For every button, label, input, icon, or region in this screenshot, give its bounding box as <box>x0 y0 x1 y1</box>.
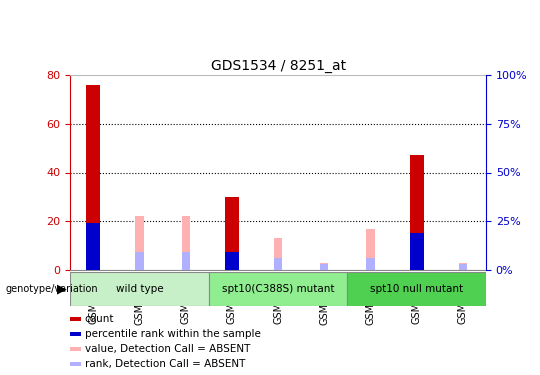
Bar <box>70 272 209 306</box>
Bar <box>320 264 328 270</box>
Bar <box>459 262 467 270</box>
Text: wild type: wild type <box>116 284 163 294</box>
Text: spt10(C388S) mutant: spt10(C388S) mutant <box>222 284 334 294</box>
Text: ▶: ▶ <box>57 282 67 295</box>
Bar <box>70 317 80 321</box>
Bar <box>181 216 190 270</box>
Bar <box>86 85 100 270</box>
Bar <box>274 258 282 270</box>
Bar <box>459 264 467 270</box>
Bar <box>136 216 144 270</box>
Bar <box>320 262 328 270</box>
Bar <box>225 197 239 270</box>
Bar <box>70 347 80 351</box>
Bar <box>410 233 423 270</box>
Bar <box>209 272 347 306</box>
Text: spt10 null mutant: spt10 null mutant <box>370 284 463 294</box>
Bar <box>225 252 239 270</box>
Bar <box>70 332 80 336</box>
Bar <box>410 155 423 270</box>
Text: genotype/variation: genotype/variation <box>5 284 98 294</box>
Bar <box>274 238 282 270</box>
Text: count: count <box>85 314 114 324</box>
Text: percentile rank within the sample: percentile rank within the sample <box>85 329 261 339</box>
Text: value, Detection Call = ABSENT: value, Detection Call = ABSENT <box>85 344 250 354</box>
Title: GDS1534 / 8251_at: GDS1534 / 8251_at <box>211 58 346 73</box>
Bar <box>181 252 190 270</box>
Bar <box>86 223 100 270</box>
Bar <box>136 252 144 270</box>
Bar <box>70 362 80 366</box>
Bar <box>366 258 375 270</box>
Bar <box>366 228 375 270</box>
Bar <box>347 272 486 306</box>
Text: rank, Detection Call = ABSENT: rank, Detection Call = ABSENT <box>85 359 245 369</box>
